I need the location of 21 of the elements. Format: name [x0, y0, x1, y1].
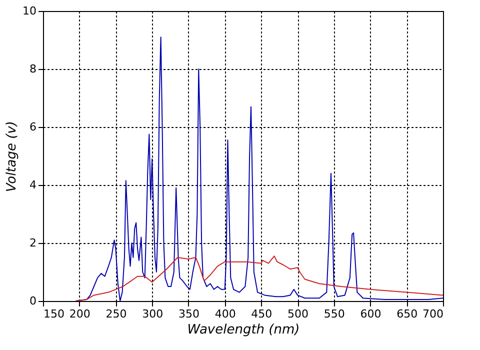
y-tick-label: 6	[30, 120, 36, 134]
y-axis-title: Voltage (v)	[4, 121, 20, 192]
y-tick-label: 0	[30, 294, 36, 308]
x-tick-label: 550	[324, 308, 345, 320]
x-axis-title: Wavelength (nm)	[187, 322, 300, 338]
x-tick-label: 300	[142, 308, 164, 320]
y-tick-label: 10	[22, 4, 36, 18]
line-series	[75, 256, 443, 301]
y-tick-label: 8	[30, 62, 36, 76]
x-tick-label: 200	[69, 308, 90, 320]
x-tick-label: 500	[288, 308, 309, 320]
x-tick-label: 600	[360, 308, 382, 320]
x-tick-label: 350	[178, 308, 200, 320]
x-tick-label: 700	[422, 308, 444, 320]
x-tick-label: 450	[251, 308, 272, 320]
x-tick-label: 400	[214, 308, 236, 320]
x-tick-label: 250	[106, 308, 127, 320]
y-tick-label: 4	[30, 178, 36, 192]
x-tick-label: 650	[396, 308, 418, 320]
x-tick-label: 150	[44, 308, 64, 320]
y-tick-label: 2	[30, 236, 36, 250]
